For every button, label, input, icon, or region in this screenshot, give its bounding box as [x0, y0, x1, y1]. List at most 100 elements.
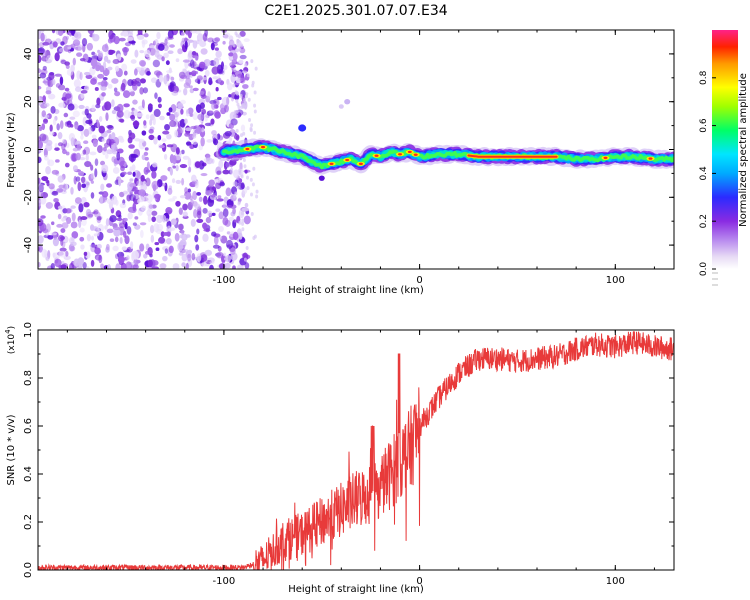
noise-speckle: [199, 102, 205, 110]
noise-speckle: [216, 170, 222, 175]
noise-speckle: [172, 154, 177, 165]
noise-speckle: [203, 195, 208, 205]
noise-speckle: [170, 218, 177, 226]
noise-speckle: [249, 177, 253, 182]
noise-speckle: [187, 107, 194, 115]
noise-speckle: [105, 218, 110, 227]
noise-speckle: [212, 244, 220, 249]
noise-speckle: [105, 112, 109, 122]
noise-speckle: [175, 179, 182, 184]
noise-speckle: [49, 124, 53, 133]
noise-speckle: [77, 181, 82, 192]
noise-speckle: [249, 128, 253, 133]
noise-speckle: [80, 176, 86, 184]
noise-speckle: [251, 80, 255, 85]
noise-speckle: [242, 84, 249, 89]
snr-ytick-label: 0.4: [23, 466, 34, 482]
noise-speckle: [187, 157, 192, 167]
noise-speckle: [72, 39, 81, 47]
noise-speckle: [230, 167, 234, 175]
noise-speckle: [111, 78, 119, 84]
noise-speckle: [70, 205, 76, 209]
noise-speckle: [111, 109, 117, 115]
noise-speckle: [156, 31, 161, 40]
noise-speckle: [181, 149, 185, 155]
noise-speckle: [138, 138, 145, 143]
noise-speckle: [60, 41, 65, 46]
noise-speckle: [141, 99, 145, 109]
noise-speckle: [149, 119, 153, 126]
noise-speckle: [60, 59, 67, 65]
noise-speckle: [96, 97, 101, 106]
noise-speckle: [128, 30, 134, 35]
noise-speckle: [234, 191, 238, 196]
noise-speckle: [38, 140, 44, 150]
noise-speckle: [90, 235, 95, 241]
noise-speckle: [101, 191, 109, 198]
noise-speckle: [205, 228, 210, 233]
noise-speckle: [96, 145, 103, 154]
noise-speckle: [148, 104, 153, 108]
noise-speckle: [234, 93, 240, 101]
noise-speckle: [67, 103, 75, 111]
noise-speckle: [75, 152, 81, 161]
spectrogram-xtick-label: 100: [606, 275, 625, 286]
noise-speckle: [226, 96, 230, 106]
noise-speckle: [114, 91, 121, 97]
noise-speckle: [143, 253, 148, 259]
noise-speckle: [86, 233, 91, 242]
noise-speckle: [160, 175, 168, 181]
noise-speckle: [119, 202, 127, 209]
noise-speckle: [112, 245, 119, 252]
noise-speckle: [211, 194, 216, 198]
noise-speckle: [162, 130, 170, 135]
noise-speckle: [230, 204, 237, 209]
noise-speckle: [79, 227, 85, 233]
noise-speckle: [146, 194, 153, 204]
noise-speckle: [244, 94, 248, 99]
noise-speckle: [121, 171, 127, 176]
noise-speckle: [196, 253, 202, 263]
signal-hotspot: [358, 162, 363, 166]
spectrogram-ytick-label: 20: [23, 95, 34, 108]
noise-speckle: [98, 125, 106, 134]
noise-speckle: [201, 108, 207, 115]
noise-speckle: [65, 151, 70, 156]
noise-speckle: [163, 44, 169, 52]
noise-speckle: [168, 245, 174, 254]
noise-speckle: [102, 77, 108, 81]
noise-speckle: [163, 75, 168, 85]
noise-speckle: [102, 146, 107, 152]
noise-speckle: [66, 216, 72, 225]
noise-speckle: [241, 221, 245, 226]
noise-speckle: [120, 82, 126, 92]
noise-speckle: [151, 210, 158, 216]
noise-speckle: [65, 250, 69, 257]
noise-speckle: [157, 135, 162, 141]
noise-speckle: [188, 166, 192, 173]
noise-speckle: [38, 106, 41, 114]
noise-speckle: [122, 30, 129, 37]
noise-speckle: [138, 189, 146, 197]
noise-speckle: [198, 61, 206, 69]
noise-speckle: [128, 144, 135, 149]
noise-speckle: [228, 137, 233, 142]
noise-speckle: [192, 134, 197, 139]
noise-speckle: [148, 134, 155, 141]
noise-speckle: [128, 88, 134, 93]
noise-speckle: [126, 255, 130, 261]
noise-speckle: [141, 39, 148, 45]
noise-speckle: [118, 156, 125, 166]
noise-speckle: [132, 202, 137, 212]
noise-speckle: [217, 77, 222, 83]
noise-speckle: [239, 30, 246, 37]
noise-speckle: [139, 87, 144, 95]
noise-speckle: [183, 88, 188, 96]
noise-speckle: [139, 50, 145, 54]
noise-speckle: [241, 70, 248, 74]
noise-speckle: [184, 127, 192, 132]
noise-speckle: [194, 234, 199, 243]
noise-speckle: [50, 263, 55, 269]
noise-speckle: [80, 216, 88, 221]
noise-speckle: [38, 218, 44, 227]
